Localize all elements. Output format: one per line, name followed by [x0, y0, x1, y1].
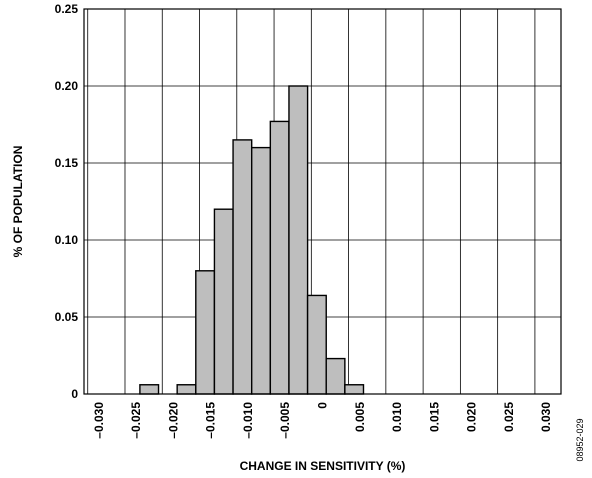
y-tick-label: 0.20	[55, 79, 79, 93]
bar	[325, 357, 346, 395]
bar	[306, 294, 327, 395]
bars	[139, 85, 365, 395]
x-axis-title: CHANGE IN SENSITIVITY (%)	[240, 459, 406, 473]
y-tick-label: 0.15	[55, 156, 79, 170]
x-tick-label: –0.020	[166, 402, 180, 439]
x-tick-label: –0.015	[204, 402, 218, 439]
x-tick-label: 0.015	[427, 402, 441, 432]
x-tick-label: 0.020	[465, 402, 479, 432]
y-tick-label: 0.10	[55, 233, 79, 247]
y-tick-label: 0.05	[55, 310, 79, 324]
x-tick-label: 0.030	[539, 402, 553, 432]
x-tick-label: –0.010	[241, 402, 255, 439]
bar	[176, 384, 197, 395]
plot-frame	[83, 8, 562, 395]
bar	[269, 120, 290, 395]
figure-id: 08952-029	[575, 418, 585, 461]
x-tick-label: –0.030	[92, 402, 106, 439]
y-tick-label: 0	[71, 387, 78, 401]
bar	[195, 270, 216, 395]
y-axis-title: % OF POPULATION	[11, 146, 25, 258]
bar	[288, 85, 309, 395]
y-tick-labels: 0 0.05 0.10 0.15 0.20 0.25	[55, 2, 79, 401]
x-tick-label: –0.005	[278, 402, 292, 439]
x-tick-label: –0.025	[129, 402, 143, 439]
x-tick-label: 0.010	[390, 402, 404, 432]
bar	[344, 384, 365, 395]
bar	[213, 208, 234, 395]
x-tick-label: 0.025	[502, 402, 516, 432]
x-tick-label: 0	[316, 402, 330, 409]
y-tick-label: 0.25	[55, 2, 79, 16]
bar	[139, 384, 160, 395]
x-tick-labels: –0.030 –0.025 –0.020 –0.015 –0.010 –0.005 0 0.0…	[92, 402, 553, 439]
bar	[250, 146, 272, 395]
bar	[232, 139, 253, 395]
x-tick-label: 0.005	[353, 402, 367, 432]
